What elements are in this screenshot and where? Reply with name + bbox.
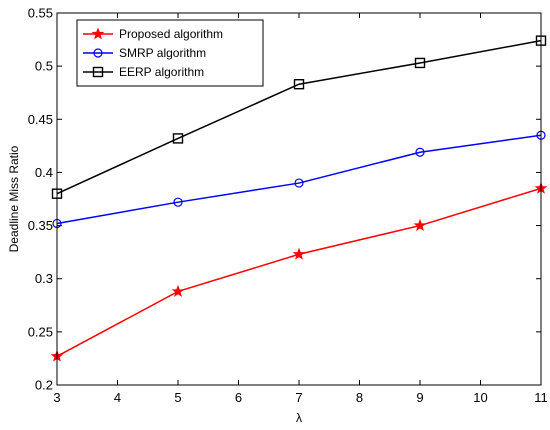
data-point-circle: [415, 147, 425, 157]
legend-marker-circle: [93, 48, 103, 58]
data-point-circle: [173, 197, 183, 207]
y-tick-label: 0.2: [35, 378, 53, 393]
data-point-square: [293, 79, 305, 90]
y-tick-label: 0.45: [28, 112, 53, 127]
x-tick-label: 3: [53, 390, 60, 405]
plot-frame: [56, 12, 542, 386]
y-tick-label: 0.55: [28, 6, 53, 21]
legend-label: Proposed algorithm: [119, 27, 223, 41]
y-axis-label: Deadline Miss Ratio: [7, 145, 21, 252]
x-tick-label: 9: [416, 390, 423, 405]
legend-item: EERP algorithm: [83, 65, 204, 79]
x-tick-label: 11: [534, 390, 548, 405]
y-tick-label: 0.5: [35, 59, 53, 74]
data-point-star: [413, 218, 427, 231]
legend-marker-star: [91, 27, 105, 40]
legend-label: SMRP algorithm: [119, 46, 206, 60]
series-line: [56, 39, 542, 195]
data-point-circle: [294, 178, 304, 188]
legend-label: EERP algorithm: [119, 65, 204, 79]
y-tick-label: 0.3: [35, 271, 53, 286]
series-layer: [50, 35, 548, 362]
data-point-square: [414, 57, 426, 69]
x-tick-label: 6: [235, 390, 242, 405]
y-tick-label: 0.25: [28, 324, 53, 339]
legend-item: Proposed algorithm: [83, 27, 223, 41]
data-point-square: [172, 133, 184, 144]
x-tick-label: 7: [295, 390, 302, 405]
data-point-star: [171, 284, 185, 297]
ticks-layer: 3 4 5 6 7 8 9 10 11 0.2 0.25 0.3 0.35 0.4 0.45 0.5 0.55: [28, 6, 548, 406]
legend: Proposed algorithm SMRP algorithm EERP alg…: [76, 19, 264, 87]
data-point-star: [292, 247, 306, 260]
x-axis-label: λ: [296, 411, 302, 425]
x-tick-label: 4: [114, 390, 121, 405]
legend-marker-square: [92, 66, 104, 78]
x-tick-label: 5: [174, 390, 181, 405]
series-line: [56, 134, 542, 225]
y-tick-label: 0.35: [28, 218, 53, 233]
x-tick-label: 8: [356, 390, 363, 405]
x-tick-label: 10: [473, 390, 487, 405]
legend-item: SMRP algorithm: [83, 46, 206, 60]
y-tick-label: 0.4: [35, 165, 53, 180]
